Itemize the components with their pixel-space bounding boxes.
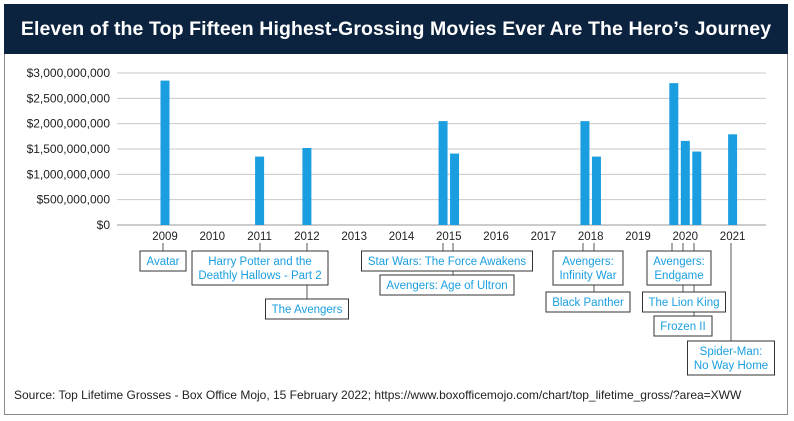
movie-label-box [653,315,713,337]
y-axis-tick-labels: $0 $500,000,000 $1,000,000,000 $1,500,000,0… [27,66,111,232]
movie-label: Black Panther [545,291,631,313]
bar [450,153,460,225]
movie-label: Avengers: Infinity War [552,250,624,286]
movie-label-text: Harry Potter and the Deathly Hallows - Pa… [198,256,321,282]
movie-label: Spider-Man: No Way Home [687,340,775,376]
movie-label-text: Star Wars: The Force Awakens [368,256,527,268]
movie-label-box [139,250,187,272]
x-tick-label: 2016 [483,231,509,243]
bar [255,156,265,225]
movie-label: Harry Potter and the Deathly Hallows - Pa… [191,250,329,286]
y-tick-label: $1,500,000,000 [27,142,111,156]
movie-label-text: The Lion King [649,297,720,309]
movie-label: The Avengers [265,298,349,320]
x-tick-label: 2013 [341,231,367,243]
movie-label-text: The Avengers [272,304,343,316]
movie-label-box [545,291,631,313]
x-tick-label: 2015 [436,231,462,243]
bar [591,156,601,225]
bars [160,80,738,225]
movie-label-text: Frozen II [660,321,705,333]
movie-label-box [379,274,515,296]
x-axis-tick-labels: 2009 2010 2011 2012 2013 2014 2015 2016 2017 2018… [152,231,745,243]
movie-label: Avatar [139,250,187,272]
bar [680,140,690,225]
movie-label-box [687,340,775,376]
movie-labels: Avatar Harry Potter and the Deathly Hallow… [139,250,775,376]
movie-label-box [191,250,329,286]
movie-label-text: Avengers: Infinity War [559,256,616,282]
bar [728,134,738,225]
movie-label-text: Avengers: Age of Ultron [386,280,507,292]
y-tick-label: $1,000,000,000 [27,167,111,181]
y-tick-label: $3,000,000,000 [27,66,111,80]
movie-label-box [646,250,712,286]
movie-label-box [361,250,533,272]
bar [160,80,170,225]
y-tick-label: $2,500,000,000 [27,91,111,105]
x-tick-label: 2010 [200,231,226,243]
bar [580,121,590,225]
x-tick-label: 2021 [720,231,746,243]
y-tick-label: $500,000,000 [37,193,111,207]
movie-label-text: Avatar [146,256,179,268]
bar [438,121,448,225]
x-tick-label: 2017 [531,231,557,243]
x-tick-label: 2018 [578,231,604,243]
x-tick-label: 2014 [389,231,415,243]
y-tick-label: $0 [97,218,111,232]
movie-label: Avengers: Age of Ultron [379,274,515,296]
movie-label-box [265,298,349,320]
movie-label-text: Black Panther [552,297,624,309]
chart-title: Eleven of the Top Fifteen Highest-Grossi… [4,4,788,54]
movie-label-text: Avengers: Endgame [653,256,705,282]
x-tick-label: 2019 [625,231,651,243]
bar [302,147,312,225]
movie-label: Avengers: Endgame [646,250,712,286]
movie-label-box [552,250,624,286]
x-tick-label: 2009 [152,231,178,243]
movie-label: Star Wars: The Force Awakens [361,250,533,272]
x-tick-label: 2011 [247,231,272,243]
bar [692,151,702,225]
movie-label-box [642,291,726,313]
movie-label: Frozen II [653,315,713,337]
movie-label-text: Spider-Man: No Way Home [694,346,768,372]
movie-label: The Lion King [642,291,726,313]
bar [669,83,679,225]
source-note: Source: Top Lifetime Grosses - Box Offic… [14,388,742,402]
x-tick-label: 2020 [673,231,699,243]
y-tick-label: $2,000,000,000 [27,117,111,131]
x-tick-label: 2012 [294,231,320,243]
